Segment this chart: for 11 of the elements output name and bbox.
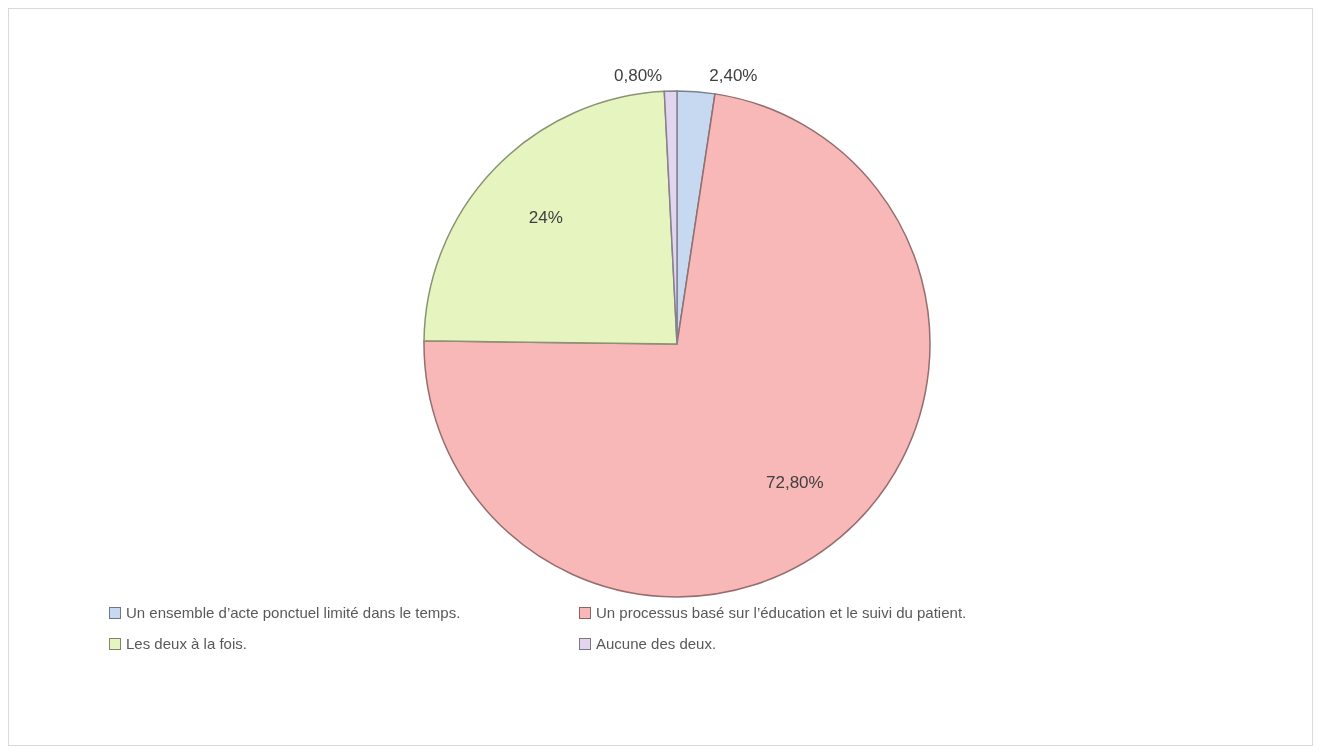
legend-label: Les deux à la fois. xyxy=(126,635,247,652)
legend-label: Un ensemble d’acte ponctuel limité dans le temps. xyxy=(126,604,461,621)
legend-label: Un processus basé sur l’éducation et le suivi du patient. xyxy=(596,604,967,621)
pie-slice xyxy=(663,90,678,345)
pie-slice xyxy=(423,93,931,598)
data-label: 2,40% xyxy=(709,66,758,86)
data-label: 0,80% xyxy=(614,65,663,85)
pie-slice xyxy=(423,90,678,345)
legend-label: Aucune des deux. xyxy=(596,635,717,652)
data-label: 72,80% xyxy=(766,473,824,493)
data-label: 24% xyxy=(528,208,563,228)
